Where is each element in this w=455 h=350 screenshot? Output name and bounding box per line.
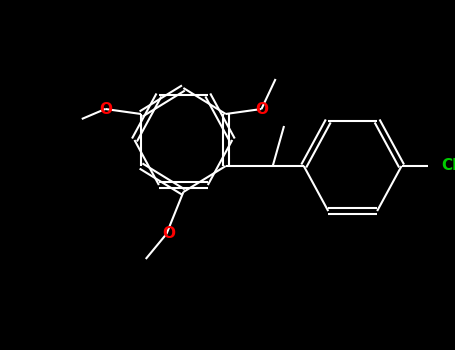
Text: O: O — [99, 102, 112, 117]
Text: Cl: Cl — [441, 159, 455, 174]
Text: O: O — [162, 226, 175, 242]
Text: O: O — [255, 102, 268, 117]
